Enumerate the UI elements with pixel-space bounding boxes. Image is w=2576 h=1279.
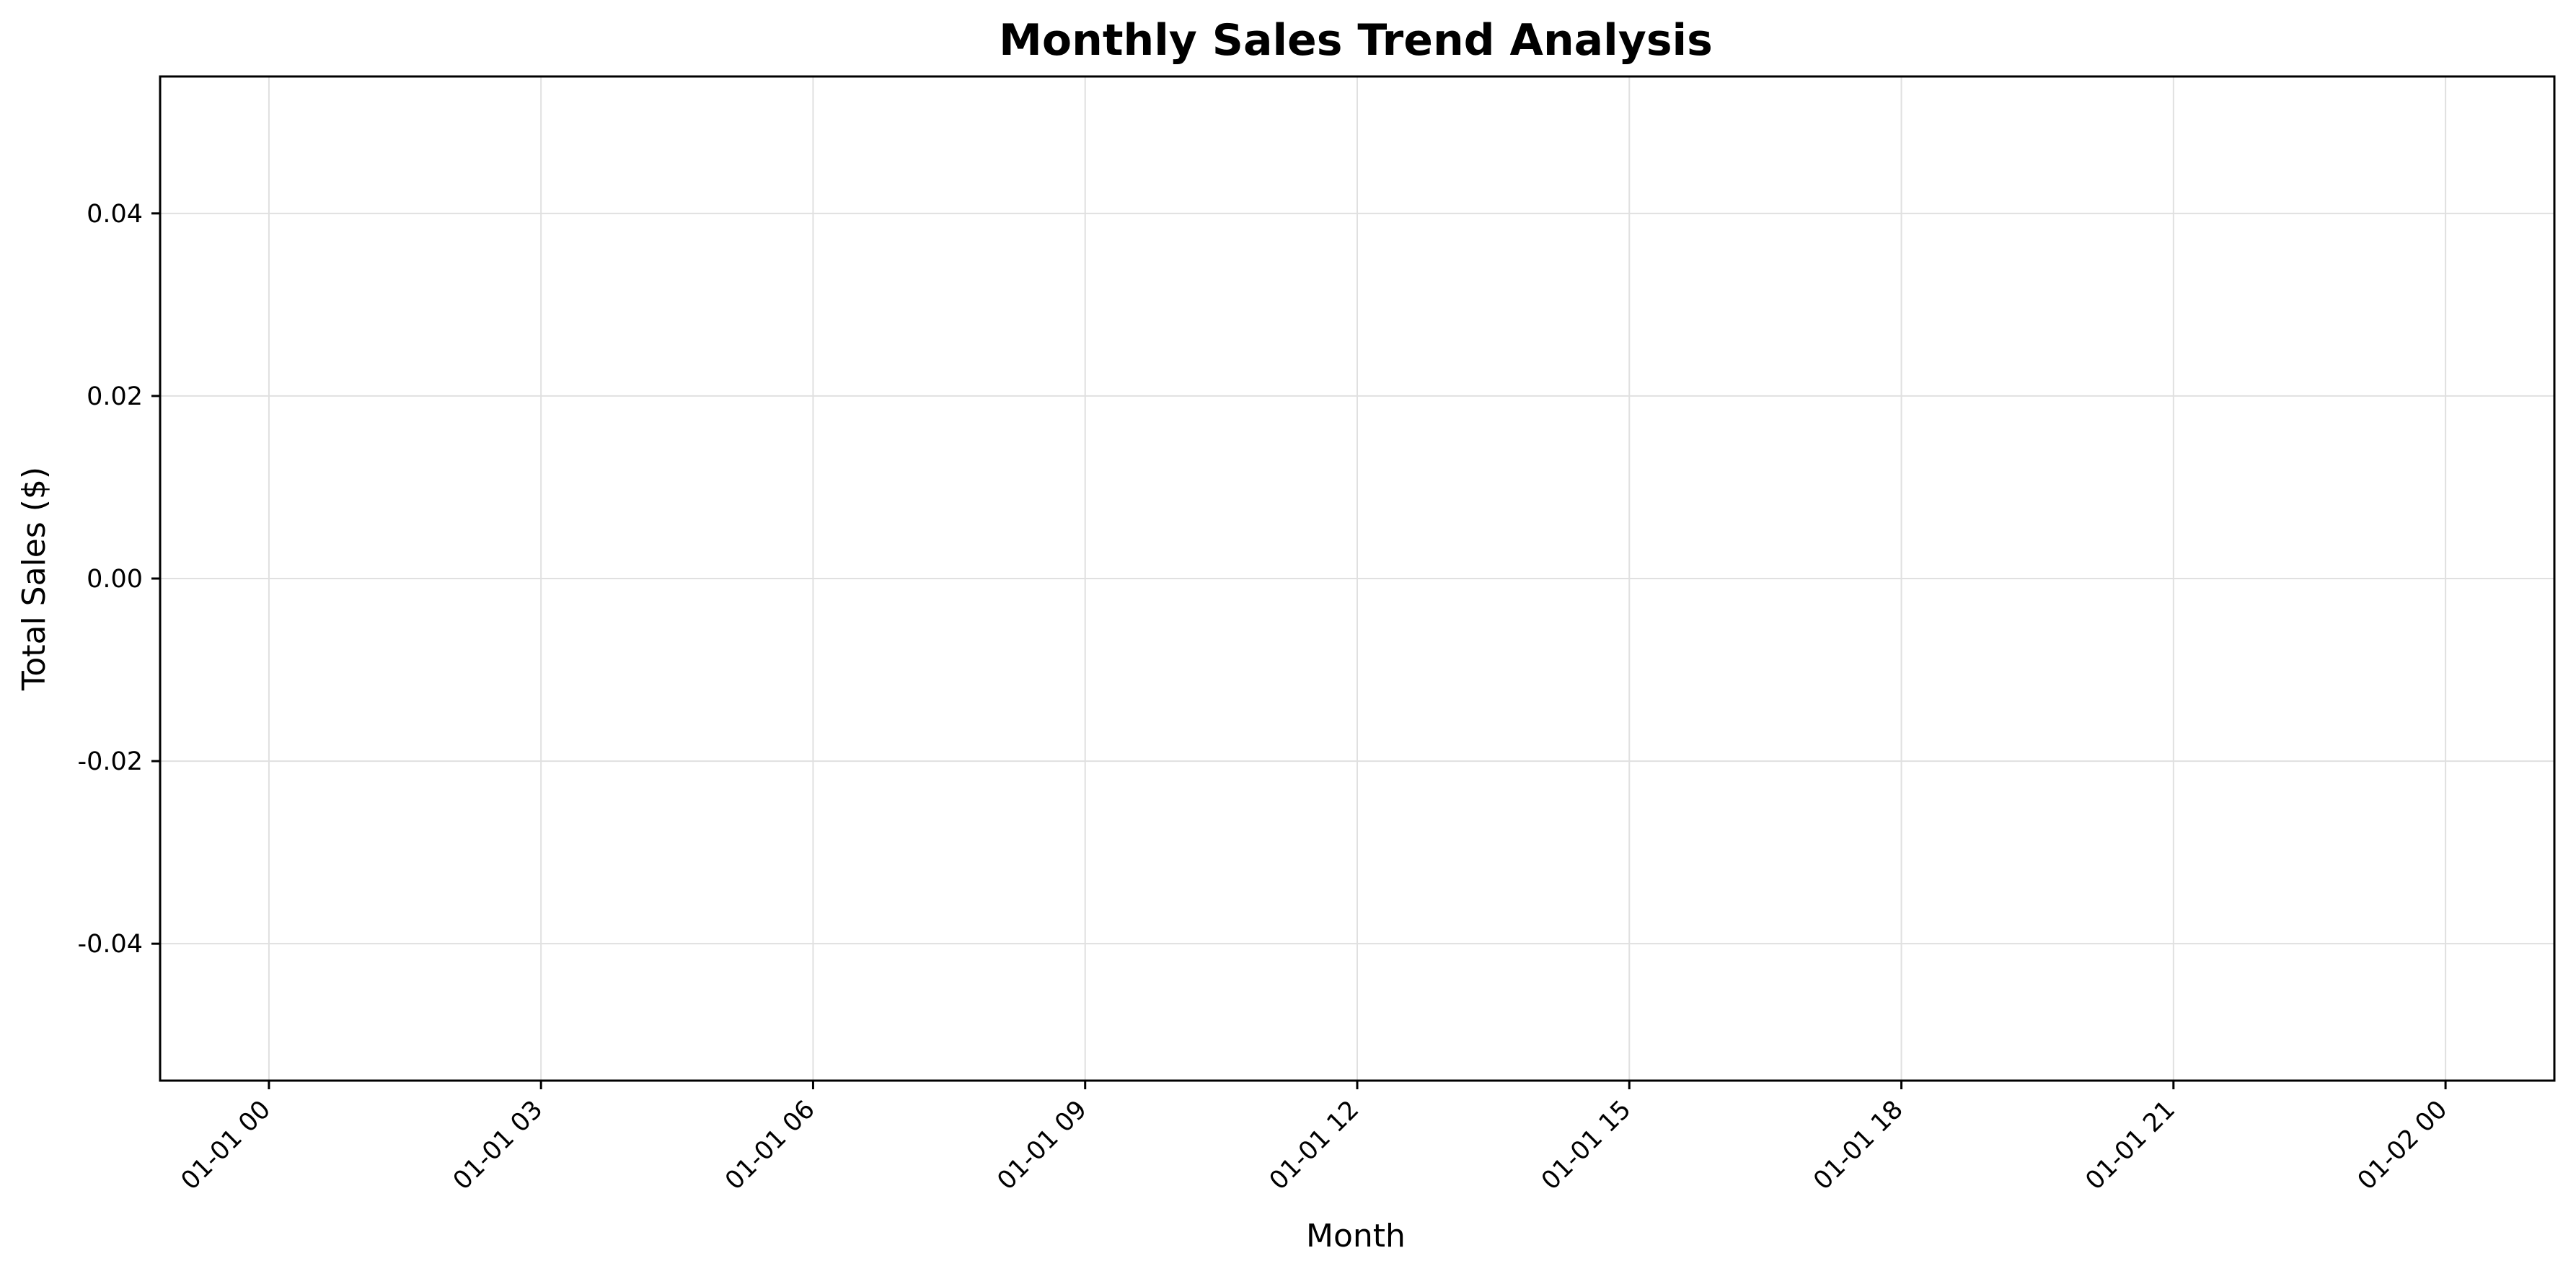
x-axis-label: Month [1306,1218,1406,1254]
tick-marks [151,212,2447,1089]
chart-title: Monthly Sales Trend Analysis [999,15,1713,66]
y-axis-label: Total Sales ($) [16,467,53,691]
y-tick-label: 0.02 [87,382,143,411]
y-tick-label: -0.02 [77,747,143,776]
y-tick-label: 0.00 [87,565,143,594]
y-tick-label: -0.04 [77,930,143,959]
y-tick-labels: 0.04 0.02 0.00 -0.02 -0.04 [77,200,143,959]
grid-lines [160,76,2554,1081]
y-tick-label: 0.04 [87,200,143,229]
